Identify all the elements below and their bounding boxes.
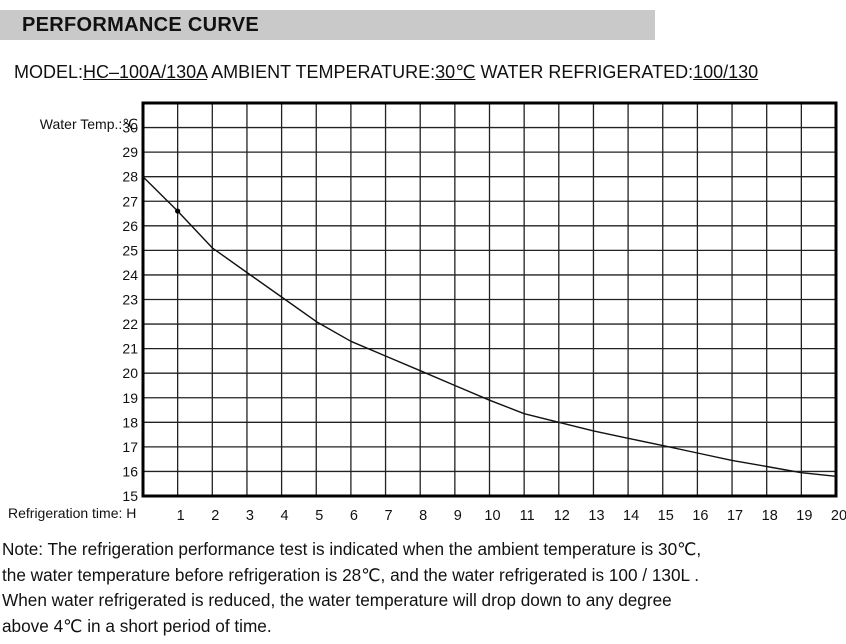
x-tick-label: 10 xyxy=(484,508,500,524)
x-tick-label: 1 xyxy=(177,508,185,524)
note-line: above 4℃ in a short period of time. xyxy=(2,615,272,636)
x-tick-label: 5 xyxy=(315,508,323,524)
x-tick-label: 14 xyxy=(623,508,639,524)
title-bar: PERFORMANCE CURVE xyxy=(0,10,655,40)
x-axis-label: Refrigeration time: H xyxy=(8,505,136,521)
y-tick-label: 29 xyxy=(122,144,138,160)
x-tick-label: 18 xyxy=(762,508,778,524)
plot-frame xyxy=(141,101,838,498)
y-tick-label: 27 xyxy=(122,193,138,209)
model-value: HC–100A/130A xyxy=(83,62,208,82)
model-label: MODEL: xyxy=(14,62,84,82)
y-tick-label: 18 xyxy=(122,414,138,430)
y-axis-label: Water Temp.:℃ xyxy=(40,116,138,132)
ambient-value: 30℃ xyxy=(435,62,476,82)
y-tick-label: 16 xyxy=(122,463,138,479)
y-tick-label: 17 xyxy=(122,439,138,455)
y-tick-label: 15 xyxy=(122,488,138,504)
note-text: Note: The refrigeration performance test… xyxy=(2,537,846,639)
x-tick-label: 15 xyxy=(658,508,674,524)
x-tick-label: 13 xyxy=(588,508,604,524)
ambient-label: AMBIENT TEMPERATURE: xyxy=(211,62,436,82)
x-tick-label: 17 xyxy=(727,508,743,524)
data-point-marker xyxy=(175,208,181,214)
y-tick-label: 28 xyxy=(122,169,138,185)
x-tick-label: 12 xyxy=(554,508,570,524)
y-tick-label: 24 xyxy=(122,267,138,283)
y-tick-label: 26 xyxy=(122,218,138,234)
y-tick-label: 19 xyxy=(122,390,138,406)
y-tick-label: 23 xyxy=(122,292,138,308)
x-tick-label: 7 xyxy=(385,508,393,524)
x-tick-label: 9 xyxy=(454,508,462,524)
x-tick-label: 16 xyxy=(692,508,708,524)
x-tick-label: 19 xyxy=(796,508,812,524)
y-tick-label: 21 xyxy=(122,341,138,357)
note-line: When water refrigerated is reduced, the … xyxy=(2,590,672,610)
page-title: PERFORMANCE CURVE xyxy=(22,14,259,36)
x-tick-label: 4 xyxy=(281,508,289,524)
note-line: Note: The refrigeration performance test… xyxy=(2,539,702,559)
x-tick-label: 2 xyxy=(211,508,219,524)
model-info-line: MODEL:HC–100A/130A AMBIENT TEMPERATURE:3… xyxy=(14,62,758,83)
y-tick-label: 22 xyxy=(122,316,138,332)
x-tick-label: 8 xyxy=(419,508,427,524)
x-tick-label: 20 xyxy=(831,508,846,524)
y-tick-label: 20 xyxy=(122,365,138,381)
series-line xyxy=(142,176,837,477)
x-tick-label: 3 xyxy=(246,508,254,524)
x-tick-label: 6 xyxy=(350,508,358,524)
x-tick-label: 11 xyxy=(520,508,535,524)
water-label: WATER REFRIGERATED: xyxy=(480,62,694,82)
water-value: 100/130 xyxy=(693,62,759,82)
y-tick-label: 25 xyxy=(122,242,138,258)
note-line: the water temperature before refrigerati… xyxy=(2,564,699,585)
y-tick-label: 30 xyxy=(122,120,138,136)
